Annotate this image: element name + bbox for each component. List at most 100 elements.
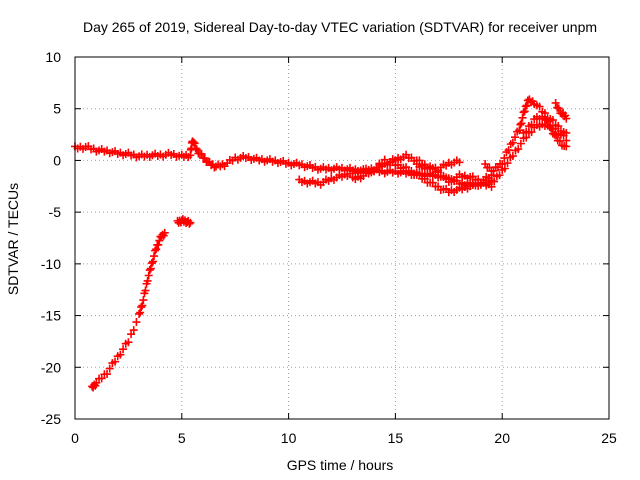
data-point [442, 173, 451, 182]
x-tick-label: 20 [494, 430, 510, 446]
data-point [119, 345, 128, 354]
data-point [197, 149, 206, 158]
data-point [498, 160, 507, 169]
data-point [487, 176, 496, 185]
data-point [150, 252, 159, 261]
series-branch-e [519, 112, 571, 151]
data-point [97, 374, 106, 383]
x-tick-label: 15 [388, 430, 404, 446]
data-point [520, 107, 529, 116]
data-point [154, 240, 163, 249]
series-short-segment [173, 215, 195, 228]
data-point [545, 123, 554, 132]
data-point [504, 146, 513, 155]
series-branch-f [551, 98, 571, 123]
x-tick-label: 0 [71, 430, 79, 446]
data-point [522, 127, 531, 136]
y-tick-label: 0 [53, 152, 61, 168]
data-point [508, 152, 517, 161]
data-point [518, 113, 527, 122]
data-point [139, 296, 148, 305]
data-point [562, 128, 571, 137]
chart-title: Day 265 of 2019, Sidereal Day-to-day VTE… [83, 19, 597, 35]
data-point [144, 271, 153, 280]
y-tick-label: -15 [41, 308, 61, 324]
x-tick-label: 25 [601, 430, 617, 446]
data-point [124, 338, 133, 347]
data-point [152, 245, 161, 254]
data-point [191, 144, 200, 153]
data-point [146, 264, 155, 273]
data-point [147, 259, 156, 268]
data-point [160, 228, 169, 237]
series-branch-b [348, 155, 496, 197]
data-point [132, 318, 141, 327]
y-tick-label: -20 [41, 359, 61, 375]
y-tick-label: 10 [45, 49, 61, 65]
data-series [71, 95, 571, 392]
x-tick-labels: 0 5 10 15 20 25 [71, 430, 617, 446]
data-point [554, 122, 563, 131]
y-tick-label: 5 [53, 101, 61, 117]
data-point [148, 257, 157, 266]
data-point [92, 378, 101, 387]
data-point [500, 164, 509, 173]
data-point [562, 114, 571, 123]
grid-lines [75, 57, 609, 419]
plot-frame [74, 56, 610, 420]
x-tick-label: 5 [178, 430, 186, 446]
data-point [192, 145, 201, 154]
data-point [503, 159, 512, 168]
x-tick-label: 10 [281, 430, 297, 446]
data-point [145, 266, 154, 275]
data-point [542, 116, 551, 125]
data-point [137, 303, 146, 312]
y-tick-label: -5 [49, 204, 62, 220]
data-point [519, 108, 528, 117]
data-point [500, 154, 509, 163]
data-point [189, 138, 198, 147]
data-point [544, 117, 553, 126]
data-point [551, 98, 560, 107]
data-point [516, 139, 525, 148]
y-tick-labels: -25 -20 -15 -10 -5 0 5 10 [41, 49, 61, 427]
data-point [136, 308, 145, 317]
data-point [127, 330, 136, 339]
data-point [186, 218, 195, 227]
y-tick-label: -10 [41, 256, 61, 272]
data-point [511, 133, 520, 142]
data-point [185, 219, 194, 228]
data-point [535, 102, 544, 111]
series-steep-rise [88, 228, 169, 392]
data-point [516, 120, 525, 129]
data-point [129, 326, 138, 335]
data-point [562, 142, 571, 151]
data-point [522, 101, 531, 110]
y-axis-label: SDTVAR / TECUs [5, 183, 21, 295]
y-tick-label: -25 [41, 411, 61, 427]
data-point [455, 158, 464, 167]
data-point [151, 246, 160, 255]
data-point [138, 301, 147, 310]
data-point [515, 126, 524, 135]
data-point [552, 131, 561, 140]
data-point [495, 171, 504, 180]
data-point [111, 357, 120, 366]
data-point [190, 139, 199, 148]
data-point [103, 370, 112, 379]
data-point [135, 309, 144, 318]
data-point [141, 286, 150, 295]
data-point [116, 350, 125, 359]
data-point [521, 102, 530, 111]
series-branch-c [412, 156, 464, 175]
series-branch-d [481, 95, 571, 176]
data-point [517, 119, 526, 128]
x-axis-label: GPS time / hours [287, 457, 394, 473]
data-point [508, 138, 517, 147]
data-point [554, 104, 563, 113]
data-point [143, 276, 152, 285]
tick-marks [74, 56, 610, 420]
data-point [105, 364, 114, 373]
